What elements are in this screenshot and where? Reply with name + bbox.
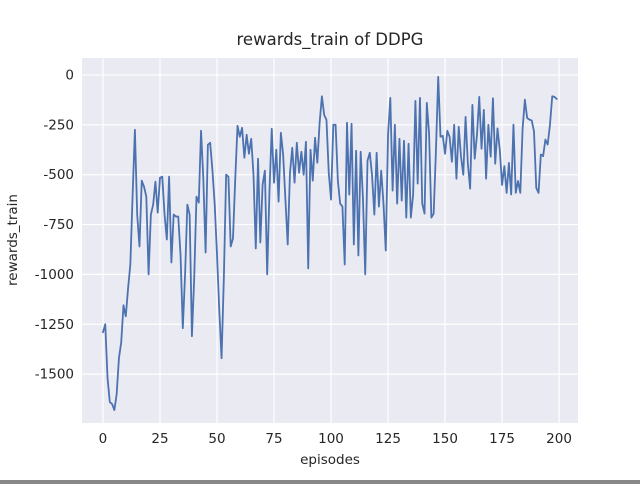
plot-area: [82, 58, 578, 423]
x-tick-label: 50: [208, 431, 225, 447]
y-tick-label: 0: [65, 67, 74, 83]
y-axis-label: rewards_train: [5, 194, 21, 286]
y-tick-label: -1500: [35, 367, 74, 383]
y-tick-label: -500: [43, 167, 74, 183]
chart-title: rewards_train of DDPG: [237, 30, 424, 50]
x-tick-label: 0: [99, 431, 108, 447]
reward-line: [102, 76, 558, 411]
y-tick-labels: 0 -250 -500 -750 -1000 -1250 -1500: [35, 67, 74, 382]
x-tick-label: 150: [432, 431, 458, 447]
x-axis-label: episodes: [300, 452, 360, 468]
x-tick-label: 200: [546, 431, 572, 447]
x-tick-label: 75: [265, 431, 282, 447]
y-tick-label: -750: [43, 217, 74, 233]
reward-series-path: [102, 76, 558, 411]
y-tick-label: -1250: [35, 317, 74, 333]
x-tick-label: 125: [375, 431, 401, 447]
x-tick-label: 25: [151, 431, 168, 447]
x-tick-label: 100: [318, 431, 344, 447]
gridlines: [82, 58, 578, 423]
y-tick-label: -250: [43, 117, 74, 133]
y-tick-label: -1000: [35, 267, 74, 283]
x-tick-label: 175: [489, 431, 515, 447]
x-tick-labels: 0 25 50 75 100 125 150 175 200: [99, 431, 572, 447]
